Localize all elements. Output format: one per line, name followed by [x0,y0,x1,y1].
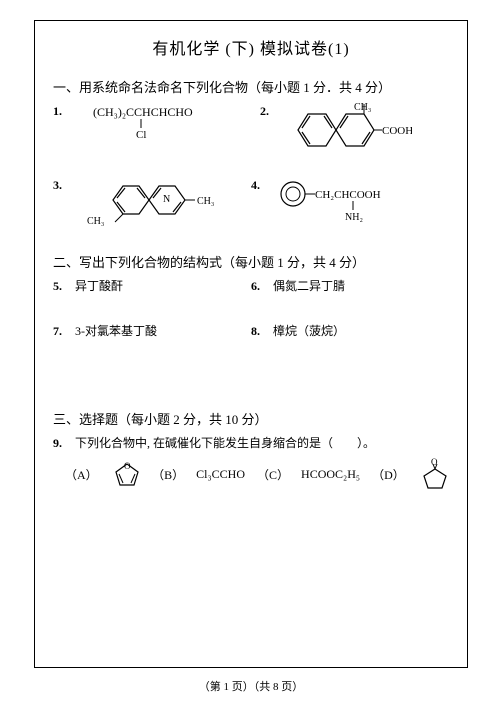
optA-structure: O [110,459,140,489]
optB-text: Cl₃CCHO [196,467,245,482]
optA-O: O [124,461,131,471]
q9-num: 9. [53,434,75,451]
q2-cell: CH₃ COOH [282,102,449,158]
q3-N: N [163,194,170,205]
q1-structure: (CH₃)₂CCHCHCHO Cl [93,102,223,140]
page-frame: 有机化学 (下) 模拟试卷(1) 一、用系统命名法命名下列化合物（每小题 1 分… [34,20,468,668]
optD-structure: O [417,457,449,491]
q3-ch3r: CH₃ [197,196,214,207]
q5-num: 5. [53,277,75,294]
q7-text: 3-对氯苯基丁酸 [75,322,251,339]
q4-chain: CH₂CHCOOH [315,189,381,201]
q3-num: 3. [53,176,75,193]
q1-cell: (CH₃)₂CCHCHCHO Cl [75,102,260,140]
q5-text: 异丁酸酐 [75,277,251,294]
q1-top: (CH₃)₂CCHCHCHO [93,105,193,119]
optA-label: （A） [65,466,98,483]
row-q7-q8: 7. 3-对氯苯基丁酸 8. 樟烷（菠烷） [53,322,449,339]
row-q3-q4: 3. N CH₃ CH₃ 4. [53,176,449,226]
q9-options: （A） O （B） Cl₃CCHO （C） HCOOC₂H₅ （D） O [65,457,449,491]
q1-cl: Cl [136,129,146,140]
exam-title: 有机化学 (下) 模拟试卷(1) [53,35,449,59]
q2-structure: CH₃ COOH [282,102,412,158]
q3-ch3l: CH₃ [87,216,104,226]
q1-num: 1. [53,102,75,119]
row-q1-q2: 1. (CH₃)₂CCHCHCHO Cl 2. [53,102,449,158]
q8-text: 樟烷（菠烷） [273,322,449,339]
page-footer: （第 1 页）（共 8 页） [0,678,502,694]
q8-num: 8. [251,322,273,339]
optD-O: O [431,457,438,467]
q2-cooh: COOH [382,125,412,137]
section1-head: 一、用系统命名法命名下列化合物（每小题 1 分．共 4 分） [53,77,449,96]
q4-cell: CH₂CHCOOH NH₂ [273,176,449,226]
optB-label: （B） [152,466,184,483]
q7-num: 7. [53,322,75,339]
optD-label: （D） [372,466,405,483]
optC-label: （C） [257,466,289,483]
q3-cell: N CH₃ CH₃ [75,176,251,226]
row-q9: 9. 下列化合物中, 在碱催化下能发生自身缩合的是（ ）。 [53,434,449,451]
q4-nh2: NH₂ [345,212,363,223]
q9-text: 下列化合物中, 在碱催化下能发生自身缩合的是（ ）。 [75,434,449,451]
q2-ch3: CH₃ [354,102,371,113]
section3-head: 三、选择题（每小题 2 分，共 10 分） [53,409,449,428]
row-q5-q6: 5. 异丁酸酐 6. 偶氮二异丁腈 [53,277,449,294]
q2-num: 2. [260,102,282,119]
q4-structure: CH₂CHCOOH NH₂ [273,176,423,226]
q4-num: 4. [251,176,273,193]
optC-text: HCOOC₂H₅ [301,467,360,482]
q3-structure: N CH₃ CH₃ [75,176,235,226]
q6-text: 偶氮二异丁腈 [273,277,449,294]
section2-head: 二、写出下列化合物的结构式（每小题 1 分，共 4 分） [53,252,449,271]
q6-num: 6. [251,277,273,294]
